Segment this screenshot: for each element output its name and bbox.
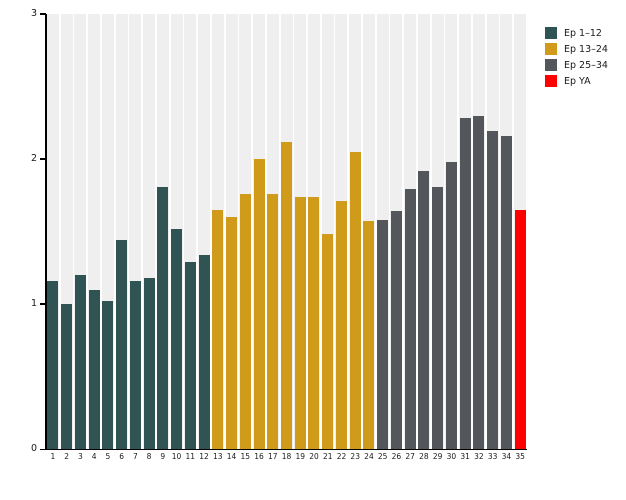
legend-item: Ep 13–24 [545,43,608,55]
bar [267,193,279,449]
bar [514,209,526,449]
x-tick-label: 33 [487,452,498,461]
x-tick-label: 28 [419,452,429,461]
bar [253,159,265,449]
legend-item: Ep 1–12 [545,27,608,39]
bar [129,280,141,449]
bar [198,254,210,449]
x-tick-label: 32 [474,452,484,461]
x-tick-label: 17 [267,452,278,461]
bar [322,234,334,449]
x-tick-label: 15 [240,452,251,461]
x-tick-label: 5 [105,452,111,461]
bar [500,135,512,449]
y-tick-label: 0 [30,443,37,454]
x-axis-tick-labels: 1 2 3 4 5 6 7 8 9 10 11 12 13 14 15 16 17 18 19 20 21 22 23 24 2… [46,452,527,464]
legend-item: Ep YA [545,75,608,87]
bar [116,240,128,449]
chart-legend: Ep 1–12 Ep 13–24 Ep 25–34 Ep YA [545,27,608,91]
bar [171,228,183,449]
x-tick-label: 25 [377,452,388,461]
x-tick-label: 6 [119,452,124,461]
bar [88,289,100,449]
y-axis-line [45,14,47,449]
x-tick-label: 8 [146,452,152,461]
bar [281,141,292,449]
bar [74,275,86,449]
x-tick-label: 34 [501,452,512,461]
x-tick-label: 23 [350,452,360,461]
y-tick-label: 2 [30,153,37,164]
bar [61,304,73,449]
x-tick-label: 2 [64,452,69,461]
x-tick-label: 31 [460,452,470,461]
plot-area [46,14,527,449]
legend-swatch [545,59,557,71]
bar [157,186,169,449]
x-axis-line [40,448,527,450]
x-tick-label: 30 [446,452,457,461]
bar [445,161,457,449]
x-tick-label: 7 [132,452,138,461]
legend-swatch [545,43,557,55]
x-tick-label: 20 [309,452,319,461]
legend-item: Ep 25–34 [545,59,608,71]
x-tick-label: 1 [50,452,56,461]
x-tick-label: 21 [322,452,333,461]
x-tick-label: 11 [185,452,196,461]
x-tick-label: 18 [281,452,292,461]
bar [390,211,402,449]
bar [418,170,430,449]
x-tick-label: 16 [254,452,264,461]
y-tick-label: 3 [30,8,37,19]
y-axis-tick [40,13,46,15]
bar [377,219,389,449]
x-tick-label: 24 [364,452,374,461]
x-tick-label: 14 [226,452,237,461]
legend-label: Ep 13–24 [564,43,608,55]
bar [335,201,347,449]
bar [47,280,59,449]
bar [432,186,444,449]
x-tick-label: 22 [336,452,347,461]
x-tick-label: 12 [199,452,209,461]
legend-swatch [545,27,557,39]
bar [184,261,196,449]
y-tick-label: 1 [30,298,37,309]
bar [473,115,485,449]
bar [308,196,320,449]
bar [459,118,471,449]
bar [226,217,238,449]
y-axis-tick [40,303,46,305]
y-axis-tick [40,158,46,160]
bar [143,277,155,449]
bar [239,193,251,449]
bar [349,151,361,449]
x-tick-label: 13 [213,452,223,461]
x-tick-label: 29 [432,452,443,461]
legend-swatch [545,75,557,87]
x-tick-label: 4 [91,452,97,461]
legend-label: Ep 1–12 [564,27,602,39]
x-tick-label: 3 [77,452,83,461]
bar [102,301,114,449]
bar [363,221,375,449]
bar [487,131,499,449]
x-tick-label: 27 [405,452,415,461]
x-tick-label: 19 [295,452,306,461]
bar [404,189,416,449]
x-tick-label: 35 [515,452,525,461]
x-tick-label: 9 [160,452,166,461]
legend-label: Ep YA [564,75,591,87]
x-tick-label: 10 [171,452,182,461]
bar [294,196,306,449]
legend-label: Ep 25–34 [564,59,608,71]
x-tick-label: 26 [391,452,402,461]
bar [212,209,224,449]
